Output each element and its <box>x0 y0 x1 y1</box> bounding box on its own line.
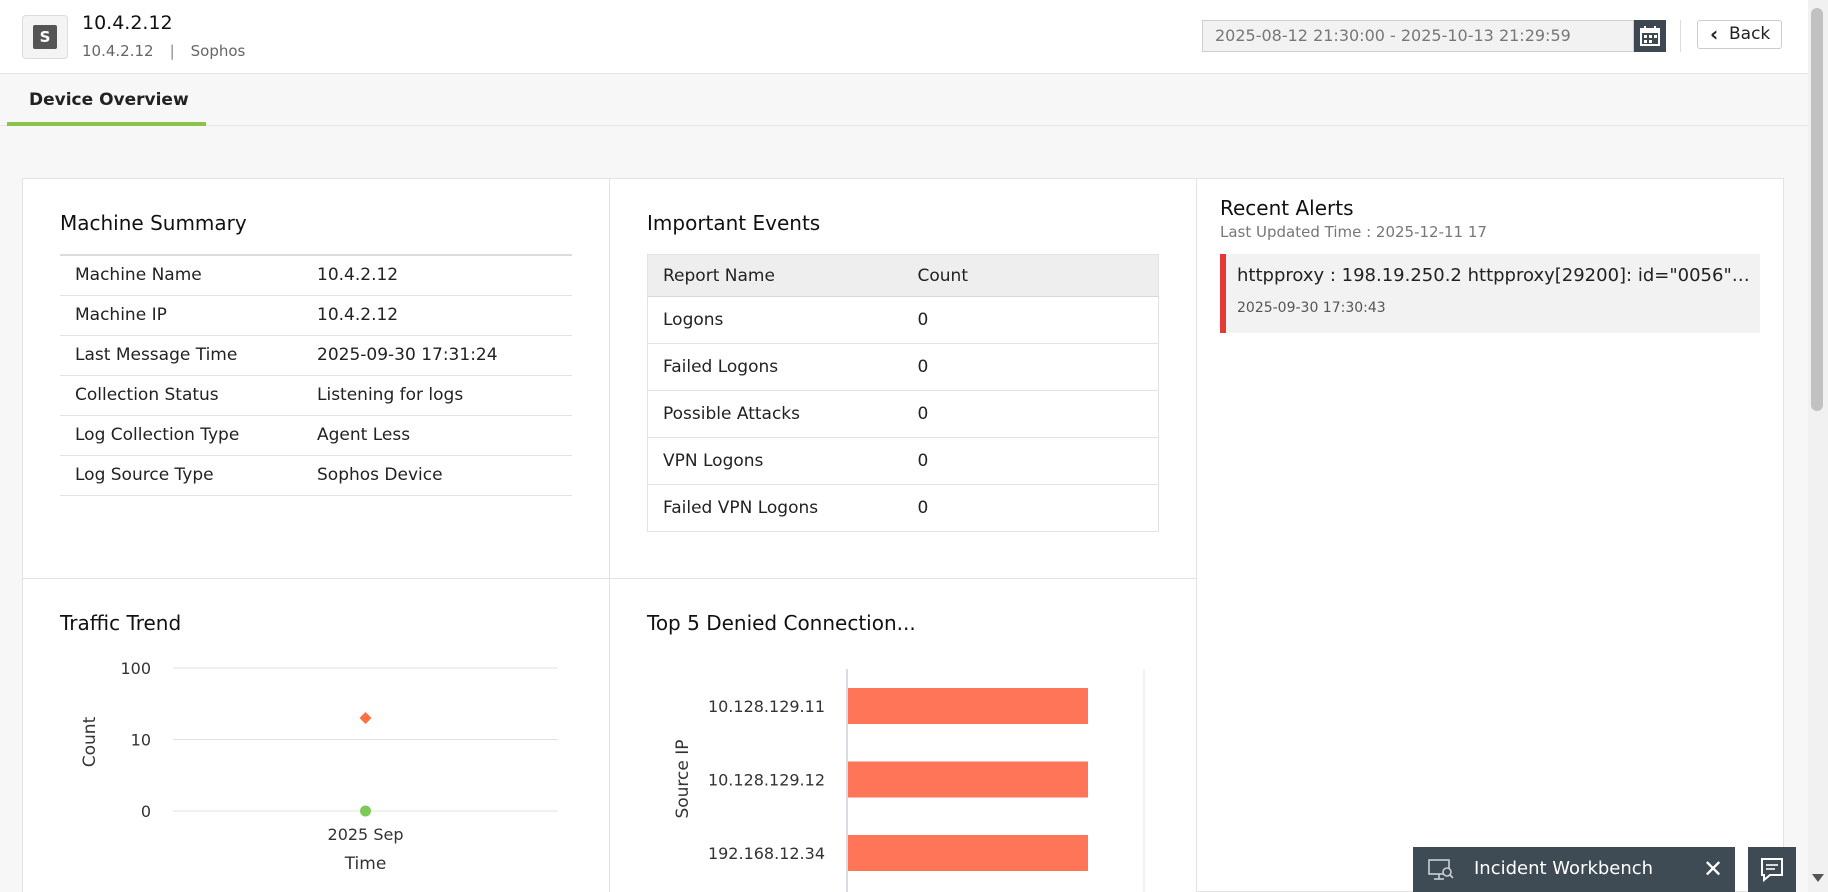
y-category-label: 10.128.129.12 <box>708 771 825 790</box>
event-count[interactable]: 0 <box>902 343 1159 391</box>
summary-row: Last Message Time 2025-09-30 17:31:24 <box>60 335 572 376</box>
recent-alerts-title: Recent Alerts <box>1220 196 1354 220</box>
incident-workbench-bar[interactable]: Incident Workbench ✕ <box>1413 847 1735 892</box>
chevron-left-icon: ‹ <box>1710 22 1719 46</box>
denied-connections-panel: Top 5 Denied Connection... 10.128.129.11… <box>609 578 1197 892</box>
event-count[interactable]: 0 <box>902 390 1159 438</box>
y-tick-label: 100 <box>120 659 151 678</box>
summary-value: 2025-09-30 17:31:24 <box>317 335 572 376</box>
sophos-logo-icon: S <box>33 25 57 49</box>
scrollbar[interactable] <box>1808 0 1828 892</box>
event-row[interactable]: Failed VPN Logons 0 <box>647 484 1159 532</box>
summary-value: Listening for logs <box>317 375 572 416</box>
event-row[interactable]: VPN Logons 0 <box>647 437 1159 485</box>
alert-message: httpproxy : 198.19.250.2 httpproxy[29200… <box>1237 265 1752 286</box>
summary-row: Log Collection Type Agent Less <box>60 415 572 456</box>
calendar-icon <box>1640 26 1660 46</box>
event-count[interactable]: 0 <box>902 437 1159 485</box>
back-button[interactable]: ‹ Back <box>1697 20 1782 49</box>
scroll-down-arrow-icon[interactable] <box>1812 874 1824 882</box>
device-ip: 10.4.2.12 <box>82 42 154 60</box>
y-tick-label: 0 <box>141 802 151 821</box>
event-count[interactable]: 0 <box>902 296 1159 344</box>
summary-value: 10.4.2.12 <box>317 295 572 336</box>
traffic-trend-title: Traffic Trend <box>60 611 182 635</box>
event-name: VPN Logons <box>647 437 903 485</box>
summary-row: Machine Name 10.4.2.12 <box>60 255 572 296</box>
important-events-table: Report Name Count Logons 0 Failed Logons 0 P… <box>647 254 1159 532</box>
summary-label: Machine Name <box>60 255 317 296</box>
workbench-icon <box>1428 859 1454 880</box>
device-vendor: Sophos <box>190 42 246 60</box>
alerts-last-updated: Last Updated Time : 2025-12-11 17 <box>1220 223 1487 241</box>
summary-value: Sophos Device <box>317 455 572 496</box>
event-name: Possible Attacks <box>647 390 903 438</box>
back-label: Back <box>1729 24 1771 44</box>
summary-value: Agent Less <box>317 415 572 456</box>
column-header-report-name[interactable]: Report Name <box>647 254 903 297</box>
machine-summary-title: Machine Summary <box>60 211 247 235</box>
summary-label: Last Message Time <box>60 335 317 376</box>
event-name: Failed Logons <box>647 343 903 391</box>
calendar-button[interactable] <box>1634 20 1666 52</box>
event-row[interactable]: Failed Logons 0 <box>647 343 1159 391</box>
event-row[interactable]: Possible Attacks 0 <box>647 390 1159 438</box>
device-subtitle: 10.4.2.12 | Sophos <box>82 42 245 60</box>
event-count[interactable]: 0 <box>902 484 1159 532</box>
summary-label: Log Source Type <box>60 455 317 496</box>
x-axis-label: Time <box>344 854 387 874</box>
recent-alerts-panel: Recent Alerts Last Updated Time : 2025-1… <box>1196 178 1784 892</box>
important-events-title: Important Events <box>647 211 821 235</box>
event-name: Failed VPN Logons <box>647 484 903 532</box>
summary-label: Log Collection Type <box>60 415 317 456</box>
machine-summary-table: Machine Name 10.4.2.12 Machine IP 10.4.2.12… <box>60 254 572 496</box>
incident-workbench-label: Incident Workbench <box>1474 858 1654 879</box>
column-header-count[interactable]: Count <box>902 254 1159 297</box>
events-header-row: Report Name Count <box>647 254 1159 297</box>
bar[interactable] <box>848 835 1088 871</box>
important-events-panel: Important Events Report Name Count Logon… <box>609 178 1197 579</box>
event-name: Logons <box>647 296 903 344</box>
header-divider <box>1680 20 1681 52</box>
summary-row: Log Source Type Sophos Device <box>60 455 572 496</box>
close-icon[interactable]: ✕ <box>1703 855 1724 883</box>
bar[interactable] <box>848 688 1088 724</box>
alert-time: 2025-09-30 17:30:43 <box>1237 300 1386 316</box>
traffic-trend-panel: Traffic Trend 100 10 0 2025 Sep Time Count <box>22 578 610 892</box>
machine-summary-panel: Machine Summary Machine Name 10.4.2.12 Mac… <box>22 178 610 579</box>
device-title: 10.4.2.12 <box>82 12 173 34</box>
data-point-diamond[interactable] <box>359 711 372 724</box>
scrollbar-thumb[interactable] <box>1811 8 1823 411</box>
chat-button[interactable] <box>1748 847 1796 892</box>
subtitle-separator: | <box>169 42 175 60</box>
denied-connections-title: Top 5 Denied Connection... <box>647 611 916 635</box>
y-axis-label: Count <box>80 716 100 767</box>
summary-row: Collection Status Listening for logs <box>60 375 572 416</box>
denied-connections-chart: 10.128.129.11 10.128.129.12 192.168.12.34 S… <box>673 669 1145 892</box>
important-events-rows: Logons 0 Failed Logons 0 Possible Attacks 0 VP… <box>647 296 1159 532</box>
y-category-label: 10.128.129.11 <box>708 697 825 716</box>
x-tick-label: 2025 Sep <box>328 825 404 844</box>
alert-item[interactable]: httpproxy : 198.19.250.2 httpproxy[29200… <box>1220 254 1760 333</box>
machine-summary-rows: Machine Name 10.4.2.12 Machine IP 10.4.2.12… <box>60 255 572 496</box>
data-point-circle[interactable] <box>360 805 371 817</box>
y-tick-label: 10 <box>131 731 151 750</box>
y-axis-label: Source IP <box>673 739 693 818</box>
summary-label: Machine IP <box>60 295 317 336</box>
tab-bar: Device Overview <box>0 74 1808 126</box>
summary-value: 10.4.2.12 <box>317 255 572 296</box>
tab-device-overview[interactable]: Device Overview <box>7 74 206 126</box>
summary-label: Collection Status <box>60 375 317 416</box>
bar[interactable] <box>848 761 1088 798</box>
date-range-input[interactable]: 2025-08-12 21:30:00 - 2025-10-13 21:29:5… <box>1202 20 1634 52</box>
y-category-label: 192.168.12.34 <box>708 844 825 863</box>
chat-icon <box>1761 858 1783 883</box>
device-logo: S <box>22 15 68 59</box>
summary-row: Machine IP 10.4.2.12 <box>60 295 572 336</box>
device-header: S 10.4.2.12 10.4.2.12 | Sophos 2025-08-12 … <box>0 0 1808 74</box>
event-row[interactable]: Logons 0 <box>647 296 1159 344</box>
